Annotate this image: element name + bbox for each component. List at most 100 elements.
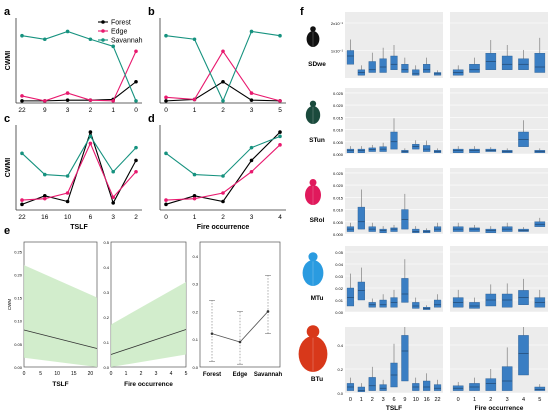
x-axis-label: TSLF — [386, 405, 402, 410]
box — [433, 384, 442, 391]
y-tick-label: 0.00 — [14, 365, 23, 370]
x-tick-label: 2 — [140, 371, 143, 377]
x-tick-label: 15 — [71, 371, 77, 377]
data-point-edge — [134, 49, 138, 54]
x-tick-label: 3 — [250, 107, 254, 114]
box — [412, 302, 420, 309]
box — [390, 227, 398, 232]
x-tick-label: 1 — [360, 397, 363, 403]
facet-background — [450, 12, 548, 78]
panel-a: 22 9 3 2 1 0 CWMI Forest Edge Savannah — [5, 18, 143, 114]
data-point-savannah — [111, 169, 115, 174]
data-point-edge — [221, 191, 225, 195]
box-row-btu: BTu 0.0 0.2 0.4 0 1 2 3 6 9 10 16 22 0 1 2 3 4 5 TSLF Fire o… — [298, 325, 548, 410]
box — [485, 378, 497, 391]
data-point-forest — [20, 99, 24, 103]
data-point-edge — [278, 99, 282, 103]
data-point-savannah — [88, 134, 93, 139]
legend-marker — [101, 38, 105, 42]
data-point-savannah — [43, 172, 47, 177]
x-tick-label: 3 — [250, 214, 254, 221]
x-tick-label: 22 — [18, 107, 26, 114]
beetle-head-icon — [309, 179, 317, 186]
species-label: SRol — [310, 217, 325, 224]
box — [534, 53, 546, 73]
y-axis-label: CWMI — [5, 51, 12, 70]
data-point-edge — [249, 91, 254, 95]
x-tick-label: 3 — [111, 214, 115, 221]
data-point-edge — [221, 49, 225, 54]
x-tick-label: 1 — [111, 107, 115, 114]
panel-b: 0 1 2 3 5 — [159, 18, 286, 114]
panel-e1: 0.00 0.05 0.10 0.15 0.20 0.25 0 5 10 15 20 CWM TSLF — [7, 241, 98, 388]
x-tick-label: 1 — [193, 107, 197, 114]
data-point-forest — [65, 199, 70, 204]
x-tick-label: 2 — [134, 214, 138, 221]
y-tick-label: 0.025 — [333, 171, 344, 176]
data-point-forest — [278, 130, 282, 134]
x-axis-label: Fire occurrence — [197, 224, 250, 231]
box — [357, 206, 365, 230]
x-tick-label: 22 — [434, 397, 440, 403]
x-tick-label: 20 — [88, 371, 94, 377]
box — [368, 377, 376, 391]
x-tick-label: 3 — [382, 397, 385, 403]
data-point-edge — [164, 198, 168, 202]
box-row-sdwe: SDwe 1x10⁻¹ 2x10⁻¹ — [306, 12, 548, 78]
y-tick-label: 0.010 — [333, 128, 344, 133]
species-label: MTu — [311, 295, 324, 302]
data-point-savannah — [20, 33, 24, 38]
y-tick-label: 0.15 — [14, 296, 23, 301]
species-label: BTu — [311, 376, 323, 383]
data-point-edge — [43, 99, 47, 103]
x-tick-label: 1 — [473, 397, 476, 403]
panel-d: 0 1 2 3 4 Fire occurrence — [159, 125, 286, 231]
x-tick-label: 2 — [89, 107, 93, 114]
data-point-edge — [134, 169, 138, 174]
y-tick-label: 0.03 — [335, 274, 344, 279]
data-point-forest — [88, 130, 93, 134]
data-point-savannah — [43, 37, 47, 42]
panel-e2: 0.0 0.1 0.2 0.3 0.4 0.5 0 1 2 3 4 5 Fire occurrence — [103, 240, 187, 388]
x-tick-label: 1 — [125, 371, 128, 377]
series-line-savannah — [21, 135, 137, 177]
x-axis-label: TSLF — [52, 381, 68, 388]
data-point-savannah — [164, 151, 168, 156]
box — [423, 145, 431, 152]
y-tick-label: 0.020 — [333, 103, 344, 108]
data-point-savannah — [221, 99, 225, 103]
x-tick-label: 4 — [170, 371, 173, 377]
box — [452, 148, 464, 153]
x-tick-label: 4 — [522, 397, 525, 403]
beetle-head-icon — [308, 252, 318, 262]
x-tick-label: 0 — [164, 107, 168, 114]
data-point-edge — [88, 141, 93, 146]
box — [501, 293, 513, 308]
x-tick-label: 0 — [164, 214, 168, 221]
x-tick-label: 3 — [506, 397, 509, 403]
facet-background — [450, 246, 548, 312]
box — [368, 61, 376, 73]
y-tick-label: 0.020 — [333, 183, 344, 188]
y-tick-label: 0.0 — [337, 391, 343, 396]
box — [357, 281, 365, 301]
y-tick-label: 1x10⁻¹ — [331, 49, 344, 54]
box — [501, 366, 513, 391]
series-line-edge — [21, 142, 137, 201]
box — [469, 227, 480, 232]
box — [412, 228, 420, 233]
panel-letter-e: e — [4, 225, 10, 237]
data-point-forest — [221, 199, 225, 204]
beetle-icon — [305, 185, 321, 205]
mean-point — [266, 310, 270, 313]
y-tick-label: 0.2 — [337, 367, 343, 372]
y-axis-label: CWMI — [5, 158, 12, 177]
y-tick-label: 0.02 — [335, 286, 344, 291]
data-point-savannah — [20, 151, 24, 156]
x-tick-label: 5 — [278, 107, 282, 114]
data-point-savannah — [134, 99, 138, 103]
box-row-mtu: MTu 0.00 0.01 0.02 0.03 0.04 0.05 — [302, 246, 548, 315]
y-tick-label: 0.1 — [103, 340, 109, 345]
